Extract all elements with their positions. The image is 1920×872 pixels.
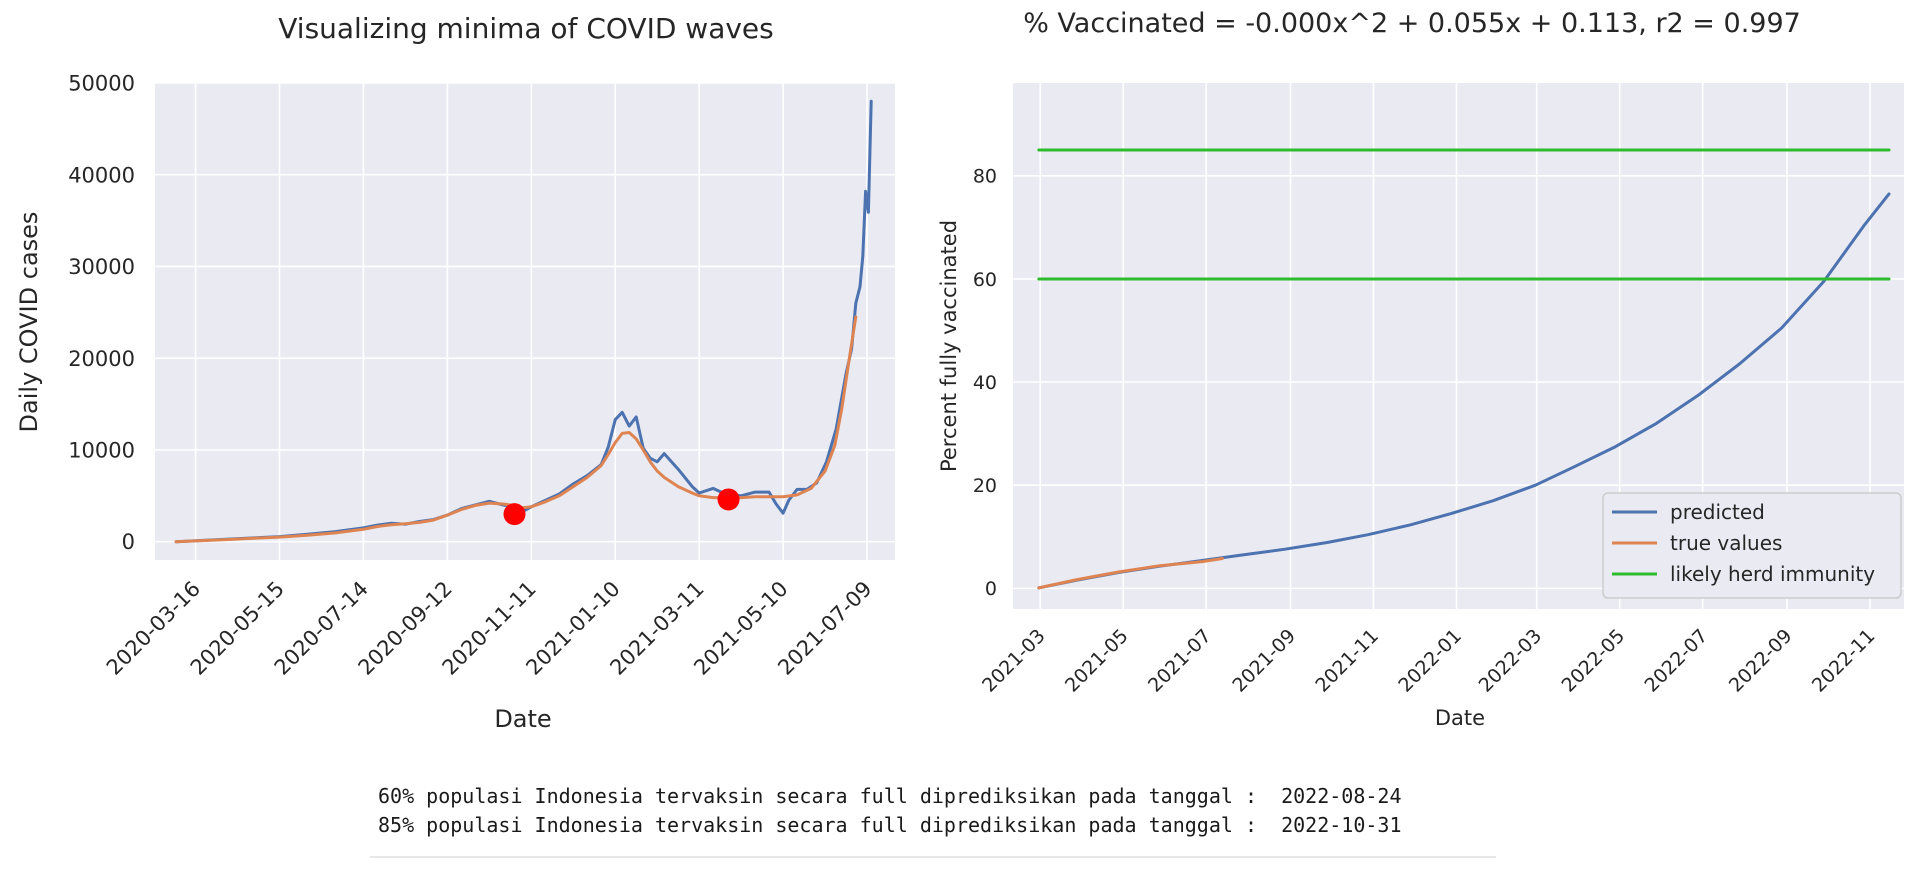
series-line-true <box>1037 557 1224 590</box>
x-tick-label: 2022-05 <box>1558 625 1630 697</box>
legend-label-herd-immunity: likely herd immunity <box>1670 562 1875 586</box>
y-tick-label: 20 <box>973 475 997 497</box>
output-line-85: 85% populasi Indonesia tervaksin secara … <box>378 813 1402 837</box>
plot-area <box>155 83 895 560</box>
x-tick-label: 2022-07 <box>1641 625 1713 697</box>
legend: predicted true values likely herd immuni… <box>1602 492 1902 599</box>
y-tick-label: 80 <box>973 166 997 188</box>
output-line-60: 60% populasi Indonesia tervaksin secara … <box>378 784 1402 808</box>
output-divider <box>370 856 1496 858</box>
x-tick-label: 2022-09 <box>1725 625 1797 697</box>
y-axis-label: Daily COVID cases <box>15 212 43 433</box>
y-tick-labels: 0 20 40 60 80 <box>973 166 997 601</box>
figure-canvas: Visualizing minima of COVID waves 0 10000… <box>15 8 1904 733</box>
chart-title: Visualizing minima of COVID waves <box>278 12 773 45</box>
grid <box>155 82 895 560</box>
covid-cases-chart: Visualizing minima of COVID waves 0 10000… <box>15 12 895 733</box>
legend-label-true-values: true values <box>1670 531 1782 555</box>
x-tick-label: 2021-09 <box>1228 625 1300 697</box>
y-tick-label: 40000 <box>68 163 135 187</box>
y-tick-label: 30000 <box>68 255 135 279</box>
y-tick-label: 40 <box>973 372 997 394</box>
console-output: 60% populasi Indonesia tervaksin secara … <box>378 782 1496 840</box>
figure: Visualizing minima of COVID waves 0 10000… <box>15 8 1904 733</box>
x-tick-label: 2021-11 <box>1311 625 1383 697</box>
y-tick-labels: 0 10000 20000 30000 40000 50000 <box>68 72 135 555</box>
y-axis-label: Percent fully vaccinated <box>937 220 961 472</box>
x-axis-label: Date <box>1435 706 1485 730</box>
y-tick-label: 20000 <box>68 347 135 371</box>
x-tick-label: 2022-01 <box>1394 625 1466 697</box>
x-tick-label: 2021-03 <box>978 625 1050 697</box>
vaccination-chart: % Vaccinated = -0.000x^2 + 0.055x + 0.11… <box>937 8 1904 730</box>
y-tick-label: 50000 <box>68 72 135 96</box>
x-tick-labels: 2021-03 2021-05 2021-07 2021-09 2021-11 2022-… <box>978 625 1879 697</box>
x-tick-label: 2022-11 <box>1808 625 1880 697</box>
y-tick-label: 0 <box>985 578 997 600</box>
legend-box <box>1602 492 1902 599</box>
x-tick-label: 2021-07 <box>1144 625 1216 697</box>
series-line-smoothed <box>174 315 858 544</box>
y-tick-label: 10000 <box>68 438 135 462</box>
series <box>1037 148 1891 590</box>
x-tick-label: 2021-05 <box>1061 625 1133 697</box>
chart-title: % Vaccinated = -0.000x^2 + 0.055x + 0.11… <box>1023 8 1801 39</box>
x-tick-labels: 2020-03-162020-05-152020-07-142020-09-12… <box>102 577 877 680</box>
x-tick-label: 2022-03 <box>1475 625 1547 697</box>
y-tick-label: 60 <box>973 269 997 291</box>
y-tick-label: 0 <box>122 530 135 554</box>
minimum-point <box>717 488 740 511</box>
legend-label-predicted: predicted <box>1670 500 1765 524</box>
series <box>174 99 873 544</box>
minimum-point <box>503 503 526 526</box>
x-axis-label: Date <box>494 705 551 733</box>
